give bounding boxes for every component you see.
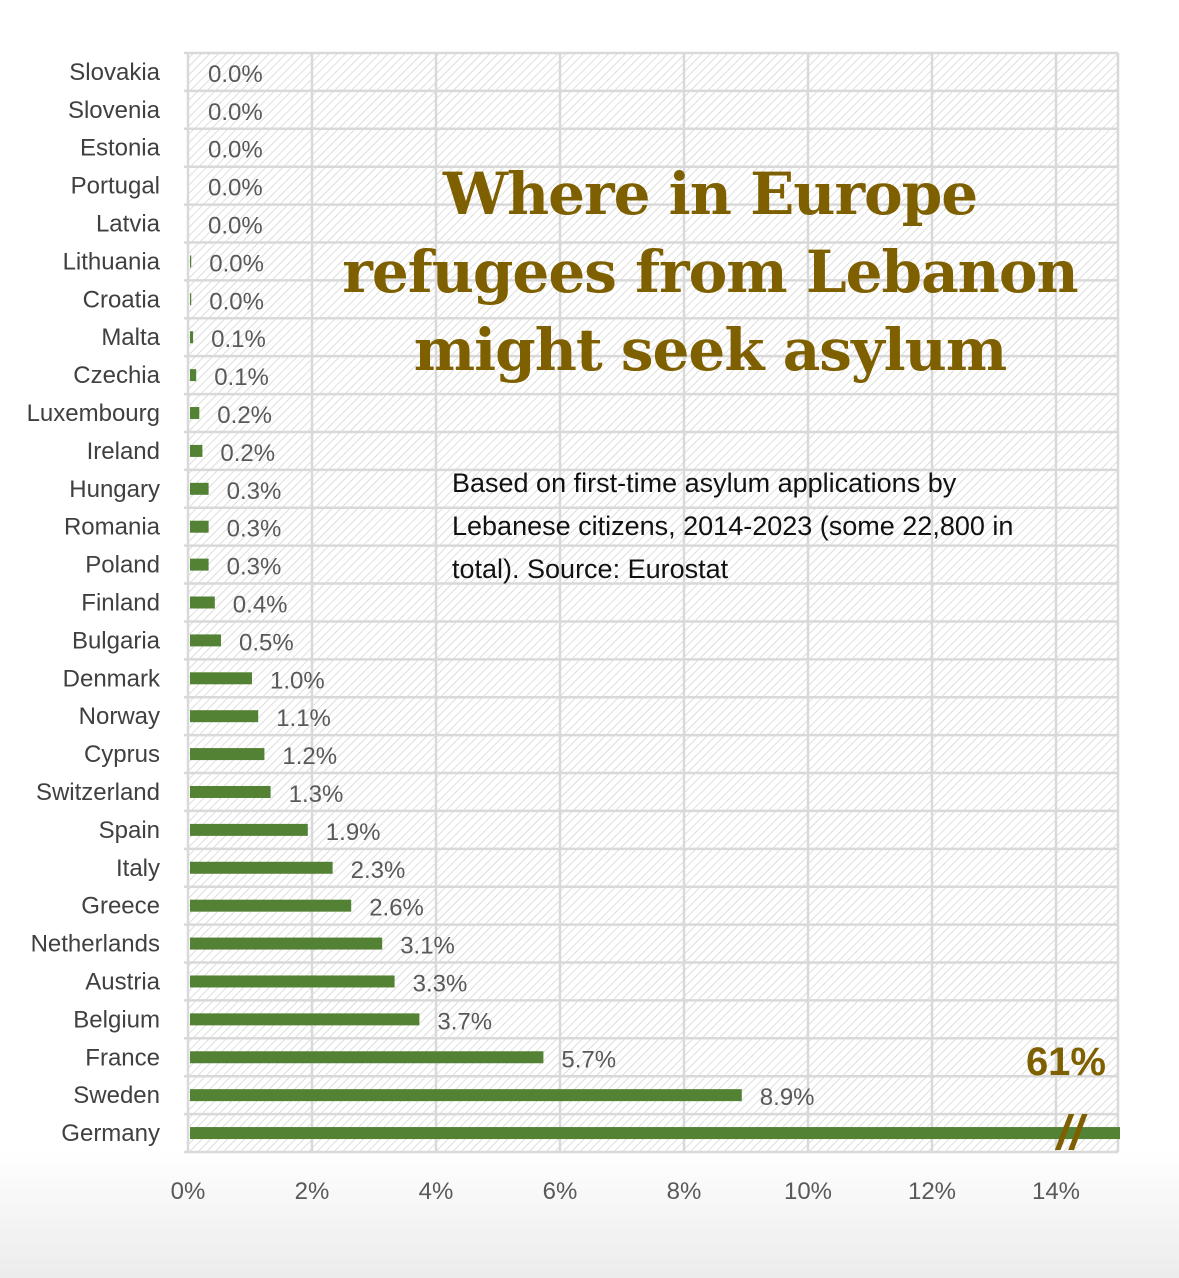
bar (190, 1051, 544, 1064)
data-label: 3.7% (437, 1008, 492, 1035)
category-label: Switzerland (36, 779, 160, 806)
bar (190, 293, 192, 306)
category-label: Sweden (73, 1082, 160, 1109)
data-label: 0.3% (227, 554, 282, 581)
bar (190, 1013, 420, 1026)
data-label-clipped: 61% (1026, 1040, 1106, 1084)
category-label: Poland (85, 552, 160, 579)
category-label: France (85, 1044, 160, 1071)
x-tick-label: 10% (784, 1178, 832, 1205)
bar (190, 255, 192, 268)
bar (190, 634, 221, 647)
bar (190, 861, 333, 874)
data-label: 0.0% (208, 175, 263, 202)
x-tick-label: 2% (295, 1178, 330, 1205)
data-label: 0.1% (211, 326, 266, 353)
x-tick-label: 8% (667, 1178, 702, 1205)
bar (190, 331, 194, 344)
data-label: 3.3% (413, 970, 468, 997)
category-label: Spain (99, 817, 160, 844)
chart-title: Where in Europe refugees from Lebanon mi… (342, 160, 1078, 384)
category-label: Croatia (83, 286, 161, 313)
category-label: Portugal (71, 173, 160, 200)
category-label: Germany (61, 1120, 160, 1147)
data-label: 2.6% (369, 895, 424, 922)
bar (190, 1089, 742, 1102)
data-label: 0.3% (227, 516, 282, 543)
category-label: Malta (101, 324, 160, 351)
bar (190, 520, 209, 533)
plot-area (188, 53, 1118, 1152)
data-label: 0.1% (214, 364, 269, 391)
data-label: 1.2% (282, 743, 337, 770)
data-label: 0.0% (209, 288, 264, 315)
category-label: Finland (81, 590, 160, 617)
bar (190, 937, 383, 950)
bar (190, 558, 209, 571)
bar (190, 444, 203, 457)
data-label: 0.2% (220, 440, 275, 467)
category-label: Greece (81, 893, 160, 920)
x-tick-label: 14% (1032, 1178, 1080, 1205)
x-tick-label: 6% (543, 1178, 578, 1205)
data-label: 8.9% (760, 1084, 815, 1111)
category-label: Slovakia (69, 59, 160, 86)
category-label: Latvia (96, 211, 161, 238)
data-label: 0.0% (208, 137, 263, 164)
bar (190, 748, 265, 761)
bar (190, 407, 200, 420)
category-label: Austria (85, 968, 160, 995)
bar (190, 596, 215, 609)
category-label: Bulgaria (72, 627, 161, 654)
data-label: 0.3% (227, 478, 282, 505)
data-label: 0.0% (208, 61, 263, 88)
data-label: 0.0% (208, 213, 263, 240)
category-label: Ireland (87, 438, 160, 465)
bar (190, 672, 252, 685)
data-label: 1.0% (270, 667, 325, 694)
bar (190, 1127, 1120, 1140)
category-label: Slovenia (68, 97, 161, 124)
category-label: Belgium (73, 1006, 160, 1033)
data-label: 3.1% (400, 933, 455, 960)
data-label: 0.4% (233, 592, 288, 619)
bar (190, 823, 308, 836)
category-label: Hungary (69, 476, 160, 503)
data-label: 0.0% (209, 250, 264, 277)
category-label: Luxembourg (27, 400, 160, 427)
x-tick-label: 4% (419, 1178, 454, 1205)
data-label: 0.0% (208, 99, 263, 126)
data-label: 1.1% (276, 705, 331, 732)
bar (190, 482, 209, 495)
bar (190, 710, 259, 723)
bar (190, 899, 352, 912)
category-label: Denmark (63, 665, 161, 692)
bar (190, 975, 395, 988)
category-label: Czechia (73, 362, 160, 389)
category-label: Italy (116, 855, 160, 882)
bar (190, 785, 271, 798)
category-label: Estonia (80, 135, 161, 162)
data-label: 0.2% (217, 402, 272, 429)
chart-subtitle: Based on first-time asylum applications … (452, 468, 1014, 584)
category-label: Lithuania (63, 248, 161, 275)
category-label: Romania (64, 514, 161, 541)
data-label: 1.9% (326, 819, 381, 846)
data-label: 2.3% (351, 857, 406, 884)
data-label: 5.7% (561, 1046, 616, 1073)
data-label: 0.5% (239, 629, 294, 656)
category-label: Netherlands (31, 931, 160, 958)
x-tick-label: 0% (171, 1178, 206, 1205)
data-label: 1.3% (289, 781, 344, 808)
bar (190, 369, 197, 382)
x-tick-label: 12% (908, 1178, 956, 1205)
axis-break-mark: // (1055, 1107, 1088, 1160)
category-label: Cyprus (84, 741, 160, 768)
category-label: Norway (79, 703, 160, 730)
